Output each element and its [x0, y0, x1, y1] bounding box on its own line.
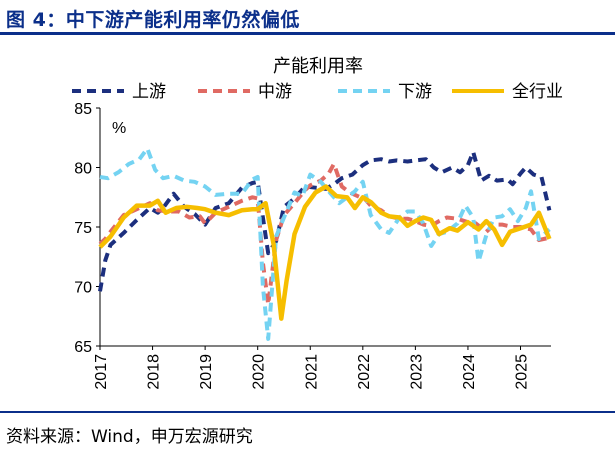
series-line-midstream: [98, 161, 550, 307]
footer-rule: [0, 411, 615, 413]
source-note: 资料来源：Wind，申万宏源研究: [6, 427, 253, 447]
x-tick-label: 2020: [251, 354, 268, 390]
x-tick-label: 2019: [198, 354, 215, 390]
series-line-total: [98, 184, 552, 321]
series-line-downstream: [99, 146, 551, 341]
y-tick-label: 75: [74, 220, 92, 237]
figure-title: 图 4：中下游产能利用率仍然偏低: [6, 9, 300, 31]
x-tick-label: 2017: [93, 354, 110, 390]
line-chart: 产能利用率 上游 中游 下游 全行业 % 65 70 75 80 85 2017 2018 2019…: [72, 56, 563, 390]
axes: 65 70 75 80 85 2017 2018 2019 2020 2021 2022 2023 20…: [74, 101, 551, 390]
x-tick-label: 2021: [303, 354, 320, 390]
x-tick-label: 2023: [408, 354, 425, 390]
legend-label-midstream: 中游: [258, 82, 292, 102]
series-layer: [98, 146, 552, 341]
y-tick-label: 80: [74, 161, 92, 178]
legend-label-upstream: 上游: [132, 82, 166, 102]
y-axis-unit-label: %: [112, 120, 126, 137]
header-rule: [0, 32, 615, 35]
y-tick-label: 65: [74, 339, 92, 356]
y-tick-label: 85: [74, 101, 92, 118]
x-tick-label: 2024: [461, 354, 478, 390]
y-tick-label: 70: [74, 280, 92, 297]
legend-label-total: 全行业: [512, 82, 563, 102]
legend: 上游 中游 下游 全行业: [72, 82, 563, 102]
chart-title: 产能利用率: [273, 56, 363, 77]
x-tick-label: 2018: [146, 354, 163, 390]
legend-label-downstream: 下游: [398, 82, 432, 102]
x-tick-label: 2022: [356, 354, 373, 390]
x-tick-label: 2025: [514, 354, 531, 390]
series-line-upstream: [98, 150, 552, 292]
